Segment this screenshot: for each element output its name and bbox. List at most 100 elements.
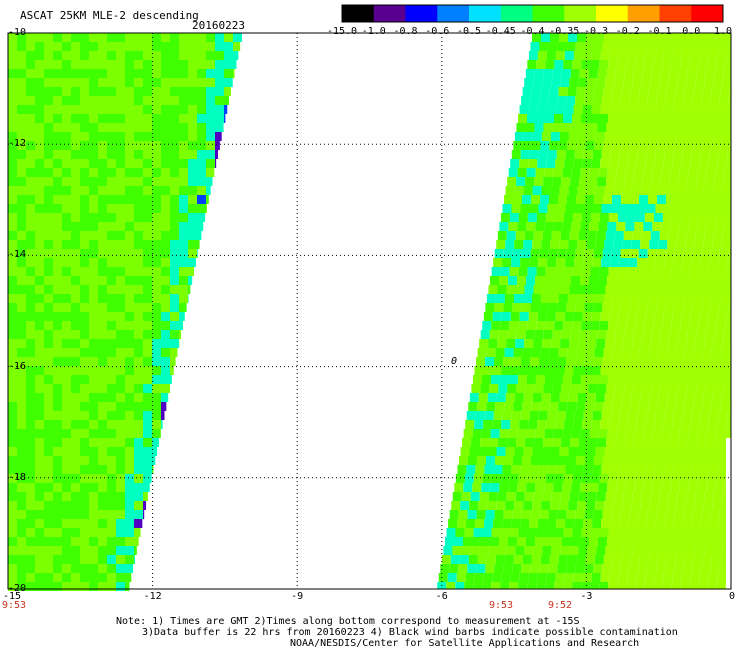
swath-cell xyxy=(629,456,639,465)
swath-cell xyxy=(519,105,529,114)
swath-cell xyxy=(575,96,585,105)
swath-cell xyxy=(26,348,35,357)
swath-cell xyxy=(469,501,479,510)
swath-cell xyxy=(711,294,721,303)
swath-cell xyxy=(676,240,686,249)
swath-cell xyxy=(161,402,167,411)
swath-cell xyxy=(53,141,62,150)
swath-cell xyxy=(656,510,666,519)
swath-cell xyxy=(170,114,179,123)
swath-cell xyxy=(517,168,527,177)
colorbar-swatch xyxy=(596,5,629,22)
colorbar-label: -0.2 xyxy=(615,26,640,37)
swath-cell xyxy=(696,123,706,132)
swath-cell xyxy=(610,258,620,267)
swath-cell xyxy=(639,402,649,411)
swath-cell xyxy=(511,150,521,159)
swath-cell xyxy=(215,132,222,141)
swath-cell xyxy=(161,303,170,312)
swath-cell xyxy=(709,519,719,528)
swath-cell xyxy=(548,249,558,258)
swath-cell xyxy=(116,42,125,51)
swath-cell xyxy=(710,42,720,51)
swath-cell xyxy=(143,303,152,312)
swath-cell xyxy=(666,348,676,357)
swath-cell xyxy=(544,168,554,177)
swath-cell xyxy=(585,141,595,150)
swath-cell xyxy=(574,519,584,528)
swath-cell xyxy=(143,501,147,510)
swath-cell xyxy=(653,213,663,222)
swath-cell xyxy=(600,159,610,168)
colorbar-swatch xyxy=(373,5,406,22)
swath-cell xyxy=(667,132,677,141)
swath-cell xyxy=(188,87,197,96)
swath-cell xyxy=(71,60,80,69)
swath-cell xyxy=(107,114,116,123)
swath-cell xyxy=(71,213,80,222)
swath-cell xyxy=(62,87,71,96)
swath-cell xyxy=(501,366,511,375)
swath-cell xyxy=(491,474,501,483)
swath-cell xyxy=(143,294,152,303)
swath-cell xyxy=(605,339,615,348)
swath-cell xyxy=(693,195,703,204)
swath-cell xyxy=(539,357,549,366)
swath-cell xyxy=(509,582,519,589)
swath-cell xyxy=(125,222,134,231)
swath-cell xyxy=(53,321,62,330)
swath-cell xyxy=(609,312,619,321)
swath-cell xyxy=(717,105,727,114)
colorbar-label: -0.8 xyxy=(393,26,418,37)
swath-cell xyxy=(651,177,661,186)
swath-cell xyxy=(35,447,44,456)
swath-cell xyxy=(89,294,98,303)
swath-cell xyxy=(608,213,618,222)
swath-cell xyxy=(532,186,542,195)
swath-cell xyxy=(663,159,673,168)
swath-cell xyxy=(62,357,71,366)
swath-cell xyxy=(727,204,731,213)
swath-cell xyxy=(655,411,665,420)
swath-cell xyxy=(492,420,502,429)
swath-cell xyxy=(152,51,161,60)
swath-cell xyxy=(625,375,635,384)
swath-cell xyxy=(35,249,44,258)
swath-cell xyxy=(89,114,98,123)
swath-cell xyxy=(170,312,179,321)
swath-cell xyxy=(71,186,80,195)
swath-cell xyxy=(724,429,731,438)
swath-cell xyxy=(683,564,693,573)
swath-cell xyxy=(709,258,719,267)
swath-cell xyxy=(161,357,170,366)
swath-cell xyxy=(567,348,577,357)
swath-cell xyxy=(632,546,642,555)
swath-cell xyxy=(98,168,107,177)
swath-cell xyxy=(723,537,726,546)
swath-cell xyxy=(125,204,134,213)
swath-cell xyxy=(161,321,170,330)
swath-cell xyxy=(531,294,541,303)
swath-cell xyxy=(473,474,483,483)
swath-cell xyxy=(649,393,659,402)
swath-cell xyxy=(17,33,26,42)
swath-cell xyxy=(617,267,627,276)
swath-cell xyxy=(80,267,89,276)
swath-cell xyxy=(44,87,53,96)
swath-cell xyxy=(89,411,98,420)
swath-cell xyxy=(531,141,541,150)
swath-cell xyxy=(571,222,581,231)
swath-cell xyxy=(516,537,526,546)
swath-cell xyxy=(596,231,606,240)
swath-cell xyxy=(701,96,711,105)
swath-cell xyxy=(17,348,26,357)
swath-cell xyxy=(152,42,161,51)
swath-cell xyxy=(80,222,89,231)
swath-cell xyxy=(143,357,152,366)
swath-cell xyxy=(134,177,143,186)
swath-cell xyxy=(98,105,107,114)
swath-cell xyxy=(652,375,662,384)
swath-cell xyxy=(152,105,161,114)
swath-cell xyxy=(62,321,71,330)
swath-cell xyxy=(548,456,558,465)
